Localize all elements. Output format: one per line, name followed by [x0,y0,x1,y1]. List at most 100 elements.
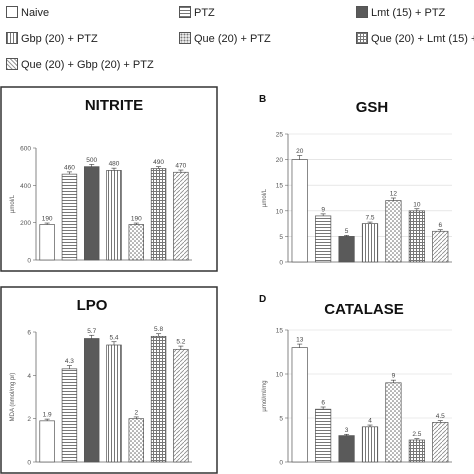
y-tick-label: 5 [279,234,283,241]
chart-panel-catalase: CATALASE D 0 5 10 15 µmol/ml/mg 13 6 3 4 9 2.5 4.5 [259,294,452,467]
bar-2 [315,408,332,463]
y-tick-label: 6 [27,330,31,337]
legend-swatch [6,58,18,70]
data-label: 190 [131,216,142,223]
legend-item-gbp-ptz: Gbp (20) + PTZ [6,32,98,45]
y-tick-label: 600 [20,146,31,153]
data-label: 470 [175,163,186,170]
legend-swatch [356,32,368,44]
y-tick-label: 0 [279,260,283,267]
legend: Naive PTZ Lmt (15) + PTZ Gbp (20) + PTZ … [0,0,474,74]
bar-1 [39,420,55,463]
data-label: 4.3 [65,358,74,365]
legend-item-ptz: PTZ [179,6,215,19]
bar-4 [106,344,122,463]
y-tick-label: 20 [276,157,284,164]
data-label: 1.9 [43,412,52,419]
data-label: 7.5 [365,215,374,222]
bar-5 [128,418,144,463]
chart-title: CATALASE [324,301,403,318]
panel-frame [0,86,218,272]
y-tick-label: 5 [279,416,283,423]
legend-swatch [6,6,18,18]
bar-2 [61,173,78,261]
data-label: 9 [392,373,396,380]
data-label: 4.5 [436,413,445,420]
legend-label: PTZ [194,7,215,19]
data-label: 20 [296,148,304,155]
bar-1 [39,224,55,261]
legend-swatch [179,6,191,18]
bar-1 [291,347,308,463]
chart-panel-lpo: LPO 0 2 4 6 MDA (nmol/mg pr) 1.9 4.3 5.7 5.4 2 5.8 5… [0,286,218,474]
y-tick-label: 0 [279,460,283,467]
legend-label: Gbp (20) + PTZ [21,33,98,45]
bar-4 [361,223,379,263]
legend-label: Naive [21,7,50,19]
bar-5 [128,224,144,261]
bar-7 [173,348,189,463]
data-label: 490 [153,159,164,166]
legend-item-lmt-ptz: Lmt (15) + PTZ [356,6,445,19]
bar-3 [84,166,100,261]
data-label: 5 [345,228,349,235]
chart-title: LPO [77,297,108,314]
bar-5 [385,382,402,463]
y-tick-label: 15 [276,328,284,335]
y-axis-label: µmol/L [10,194,16,213]
y-tick-label: 25 [276,132,284,139]
data-label: 4 [368,418,372,425]
data-label: 500 [86,157,97,164]
bar-6 [150,168,167,261]
legend-item-naive: Naive [6,6,49,19]
y-axis-label: µmol/L [262,188,268,207]
bar-2 [315,215,332,263]
chart-panel-gsh: GSH B 0 5 10 15 20 25 µmol/L 20 9 5 7.5 12 10 6 [259,94,452,267]
legend-label: Que (20) + PTZ [194,33,271,45]
chart-panel-nitrite: NITRITE 0 200 400 600 µmol/L 190 460 500 480 190 49… [0,86,218,272]
panel-letter: D [259,294,266,305]
legend-swatch [179,32,191,44]
data-label: 5.7 [87,328,96,335]
data-label: 190 [42,216,53,223]
y-tick-label: 200 [20,220,31,227]
y-tick-label: 0 [27,460,31,467]
y-tick-label: 10 [276,372,284,379]
data-label: 3 [345,427,349,434]
legend-label: Que (20) + Gbp (20) + PTZ [21,59,154,71]
legend-label: Que (20) + Lmt (15) + P [371,33,474,45]
data-label: 5.8 [154,326,163,333]
bar-7 [432,230,449,263]
bar-3 [338,236,355,263]
data-label: 2 [134,409,138,416]
bar-3 [338,435,355,463]
bar-2 [61,368,78,463]
data-label: 5.4 [109,334,118,341]
y-tick-label: 400 [20,183,31,190]
data-label: 6 [321,400,325,407]
data-label: 10 [413,201,421,208]
bar-6 [150,335,167,463]
data-label: 13 [296,337,304,344]
bar-1 [291,159,308,263]
data-label: 6 [438,222,442,229]
bar-4 [106,170,122,261]
bar-3 [84,338,100,463]
y-axis-label: MDA (nmol/mg pr) [10,373,16,422]
data-label: 12 [390,191,398,198]
y-tick-label: 4 [27,373,31,380]
data-label: 480 [109,161,120,168]
y-tick-label: 2 [27,416,31,423]
bar-7 [173,171,189,261]
data-label: 5.2 [176,339,185,346]
bar-7 [432,422,449,463]
bar-4 [361,426,379,463]
y-tick-label: 10 [276,208,284,215]
legend-swatch [6,32,18,44]
bar-6 [408,210,425,263]
bar-5 [385,200,402,263]
data-label: 2.5 [412,431,421,438]
bar-6 [408,439,425,463]
y-tick-label: 15 [276,183,284,190]
data-label: 460 [64,164,75,171]
